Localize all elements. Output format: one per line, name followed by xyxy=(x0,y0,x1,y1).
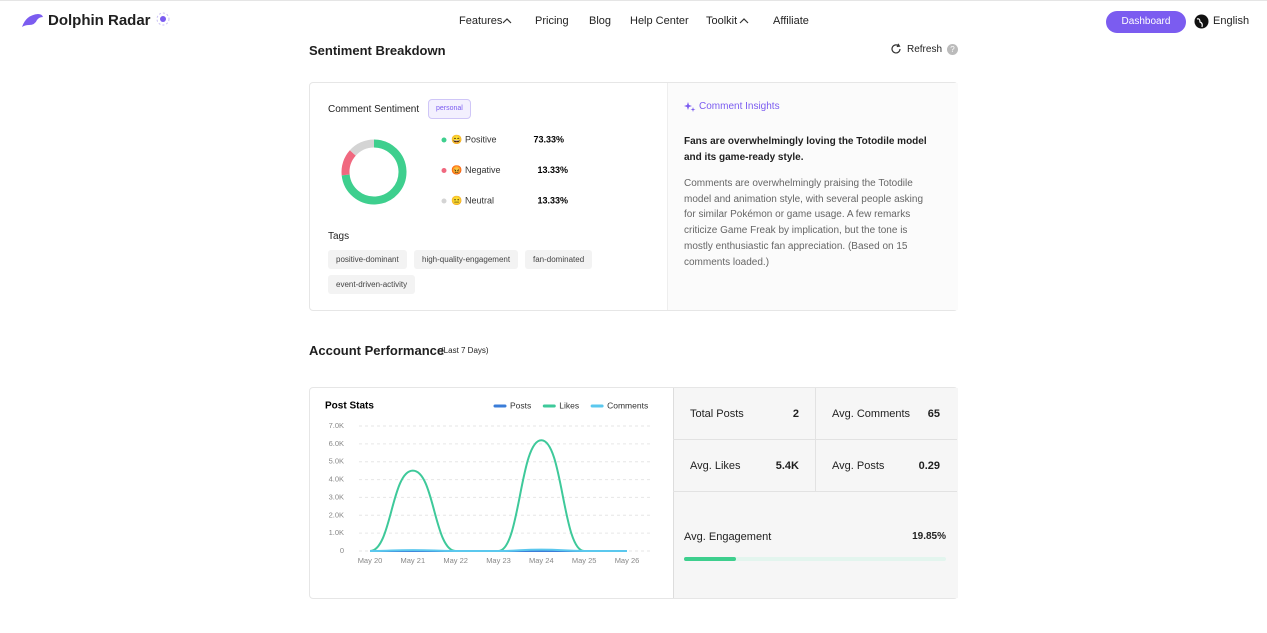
donut-segment xyxy=(341,139,407,205)
legend-emoji: 😐 xyxy=(451,195,462,205)
nav-link[interactable]: Features xyxy=(459,15,503,27)
y-tick-label: 4.0K xyxy=(329,475,344,484)
y-tick-label: 7.0K xyxy=(329,421,344,430)
series-line xyxy=(369,439,627,552)
x-tick-label: May 24 xyxy=(529,556,554,565)
tag: positive-dominant xyxy=(328,250,407,269)
insights-headline: Fans are overwhelmingly loving the Totod… xyxy=(684,136,927,163)
tag: high-quality-engagement xyxy=(414,250,519,269)
stat-value: 65 xyxy=(927,408,940,420)
legend-label: Posts xyxy=(510,400,531,410)
series-line xyxy=(369,548,627,552)
nav-link[interactable]: Toolkit xyxy=(706,15,738,27)
legend-label: Likes xyxy=(559,400,579,410)
nav-link[interactable]: Help Center xyxy=(630,15,689,27)
y-tick-label: 2.0K xyxy=(329,510,344,519)
logo[interactable]: Dolphin Radar xyxy=(48,12,151,29)
legend-value: 73.33% xyxy=(533,134,564,144)
divider xyxy=(673,491,957,492)
legend-dot xyxy=(441,168,447,173)
legend-emoji: 😄 xyxy=(451,134,462,144)
legend-label: Comments xyxy=(607,400,648,410)
y-tick-label: 1.0K xyxy=(329,528,344,537)
engagement-label: Avg. Engagement xyxy=(684,531,772,543)
insights-panel xyxy=(667,83,958,310)
insights-body: Comments are overwhelmingly praising the… xyxy=(684,178,924,268)
legend-emoji: 😡 xyxy=(451,165,462,175)
chevron xyxy=(739,18,749,24)
dashboard-button[interactable]: Dashboard xyxy=(1106,11,1186,33)
tags-title: Tags xyxy=(328,231,350,242)
stat-value: 2 xyxy=(792,408,799,420)
sentiment-chart: 😄 Positive 73.33% 😡 Negative 13.33% 😐 Neutral 13… xyxy=(341,134,568,205)
legend-value: 13.33% xyxy=(537,165,568,175)
stat-label: Avg. Comments xyxy=(832,408,911,420)
donut-segment xyxy=(341,150,356,176)
nav-link[interactable]: Affiliate xyxy=(773,15,809,27)
divider xyxy=(815,388,816,491)
navbar xyxy=(0,0,1267,42)
x-tick-label: May 20 xyxy=(358,556,383,565)
y-tick-label: 3.0K xyxy=(329,492,344,501)
tag: event-driven-activity xyxy=(328,275,416,294)
y-tick-label: 6.0K xyxy=(329,439,344,448)
logo-icon xyxy=(22,14,43,27)
tag: fan-dominated xyxy=(525,250,593,269)
legend-dot xyxy=(441,198,447,204)
badge: personal xyxy=(428,99,471,119)
legend-value: 13.33% xyxy=(537,195,568,205)
y-tick-label: 0 xyxy=(340,546,344,555)
x-tick-label: May 21 xyxy=(401,556,426,565)
legend-label: Negative xyxy=(465,165,501,175)
stat-value: 5.4K xyxy=(775,460,799,472)
x-tick-label: May 22 xyxy=(443,556,468,565)
refresh-button[interactable]: Refresh xyxy=(907,44,943,55)
legend-label: Positive xyxy=(465,134,497,144)
sparkle-icon xyxy=(684,102,696,112)
chevron xyxy=(502,18,512,24)
engagement-value: 19.85% xyxy=(912,531,946,542)
language[interactable]: English xyxy=(1213,15,1250,27)
section-subtitle: (Last 7 Days) xyxy=(441,346,489,355)
x-tick-label: May 26 xyxy=(615,556,640,565)
section-title: Account Performance xyxy=(309,343,445,358)
x-tick-label: May 25 xyxy=(572,556,597,565)
y-tick-label: 5.0K xyxy=(329,457,344,466)
svg-text:?: ? xyxy=(950,45,955,54)
legend-label: Neutral xyxy=(465,195,494,205)
refresh-icon xyxy=(891,43,901,54)
card-title: Comment Sentiment xyxy=(328,104,420,115)
help-icon: ? xyxy=(947,44,958,55)
logo-badge xyxy=(156,12,170,26)
progress-bar xyxy=(684,557,736,561)
stat-label: Total Posts xyxy=(690,408,744,420)
legend-dot xyxy=(441,137,447,143)
stat-label: Avg. Posts xyxy=(832,460,885,472)
stat-value: 0.29 xyxy=(918,460,940,472)
donut-segment xyxy=(349,139,375,156)
nav-link[interactable]: Pricing xyxy=(535,15,569,27)
chart-title: Post Stats xyxy=(325,401,374,412)
insights-title: Comment Insights xyxy=(699,101,780,112)
x-tick-label: May 23 xyxy=(486,556,511,565)
post-stats-chart: Post Stats 0 1.0K 2.0K 3.0K 4.0K 5.0K 6.0K 7.0K M… xyxy=(325,400,651,565)
section-title: Sentiment Breakdown xyxy=(309,43,446,58)
globe-icon xyxy=(1194,14,1209,29)
stat-label: Avg. Likes xyxy=(690,460,741,472)
progress-track xyxy=(684,557,946,561)
nav-link[interactable]: Blog xyxy=(589,15,612,27)
